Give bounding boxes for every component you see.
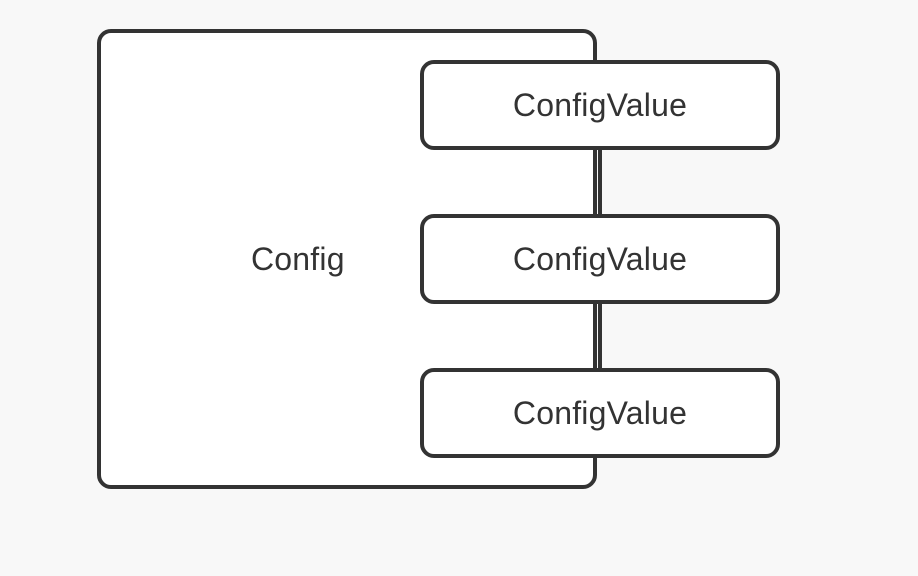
- config-value-label-0: ConfigValue: [513, 87, 687, 124]
- config-value-box-2: ConfigValue: [420, 368, 780, 458]
- config-value-box-1: ConfigValue: [420, 214, 780, 304]
- config-value-label-1: ConfigValue: [513, 241, 687, 278]
- config-value-label-2: ConfigValue: [513, 395, 687, 432]
- config-value-box-0: ConfigValue: [420, 60, 780, 150]
- connector-0: [598, 150, 602, 214]
- connector-1: [598, 304, 602, 368]
- config-label: Config: [251, 241, 345, 278]
- diagram-canvas: Config ConfigValue ConfigValue ConfigVal…: [0, 0, 918, 576]
